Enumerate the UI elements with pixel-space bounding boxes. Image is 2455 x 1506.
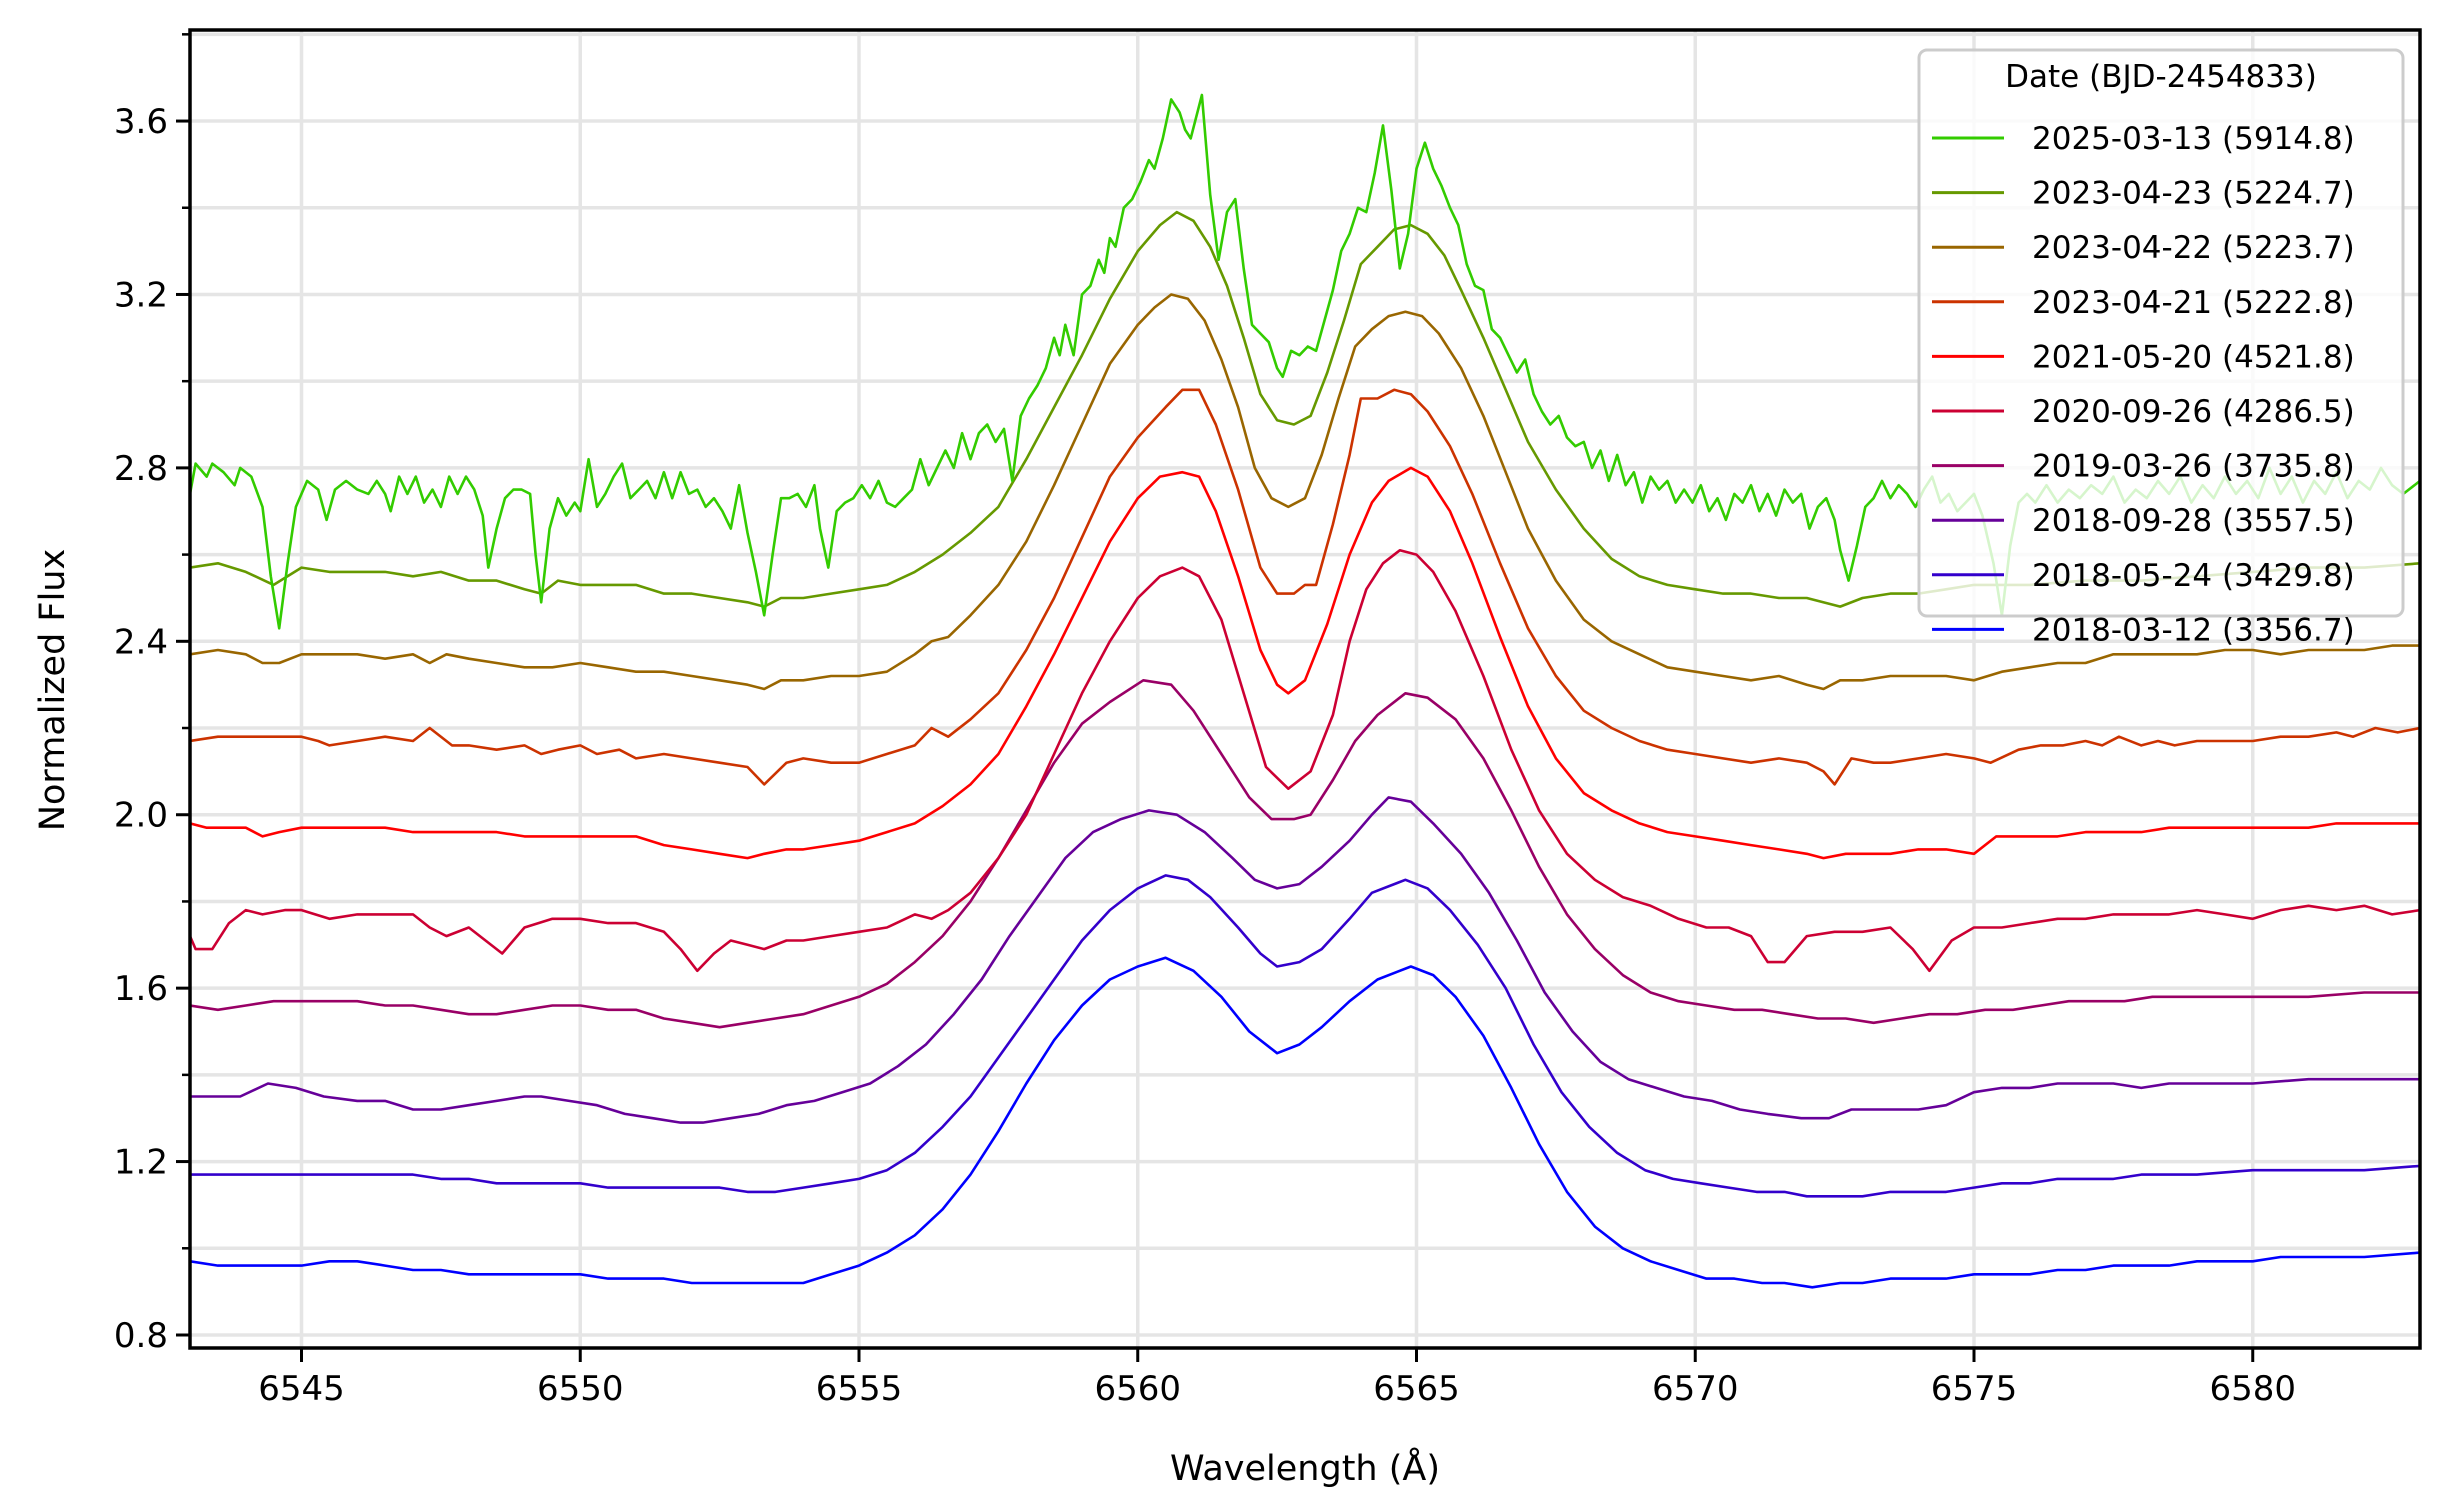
- legend-items: 2025-03-13 (5914.8) 2023-04-23 (5224.7) 20…: [1932, 121, 2355, 648]
- legend-label: 2021-05-20 (4521.8): [2032, 339, 2355, 375]
- y-tick-label: 3.2: [114, 275, 168, 315]
- series-lines: [190, 93, 2420, 1289]
- x-tick-label: 6570: [1652, 1369, 1739, 1409]
- legend-box: [1917, 48, 2405, 618]
- y-tick-label: 1.6: [114, 969, 168, 1009]
- y-axis-label: Normalized Flux: [33, 549, 73, 831]
- legend: Date (BJD-2454833) 2025-03-13 (5914.8)20…: [1917, 48, 2405, 648]
- x-axis-ticks: 6545 6550 6555 6560 6565 6570 6575 6580: [258, 1348, 2296, 1409]
- legend-label: 2019-03-26 (3735.8): [2032, 449, 2355, 485]
- legend-label: 2025-03-13 (5914.8): [2032, 121, 2355, 157]
- series-line: [190, 466, 2420, 860]
- y-tick-label: 2.4: [114, 622, 168, 662]
- x-tick-label: 6555: [816, 1369, 903, 1409]
- legend-label: 2023-04-21 (5222.8): [2032, 285, 2355, 321]
- series-line: [190, 956, 2420, 1289]
- legend-label: 2023-04-23 (5224.7): [2032, 176, 2355, 212]
- y-tick-label: 2.8: [114, 449, 168, 489]
- x-tick-label: 6560: [1094, 1369, 1181, 1409]
- series-line: [190, 679, 2420, 1029]
- legend-title: Date (BJD-2454833): [2005, 59, 2317, 95]
- axes-frame: [188, 28, 2422, 1350]
- legend-label: 2018-09-28 (3557.5): [2032, 503, 2355, 539]
- y-tick-label: 2.0: [114, 796, 168, 836]
- series-line: [190, 293, 2420, 691]
- x-tick-label: 6575: [1931, 1369, 2018, 1409]
- series-line: [190, 796, 2420, 1124]
- x-tick-label: 6545: [258, 1369, 345, 1409]
- x-tick-label: 6580: [2209, 1369, 2296, 1409]
- x-tick-label: 6550: [537, 1369, 624, 1409]
- legend-label: 2018-03-12 (3356.7): [2032, 612, 2355, 648]
- series-line: [190, 210, 2420, 608]
- y-tick-label: 3.6: [114, 102, 168, 142]
- x-axis-label: Wavelength (Å): [1170, 1446, 1440, 1489]
- grid-lines: [190, 30, 2420, 1348]
- series-line: [190, 549, 2420, 973]
- legend-label: 2023-04-22 (5223.7): [2032, 230, 2355, 266]
- legend-label: 2018-05-24 (3429.8): [2032, 558, 2355, 594]
- y-tick-label: 0.8: [114, 1316, 168, 1356]
- y-axis-ticks: 0.8 1.2 1.6 2.0 2.4 2.8 3.2 3.6: [114, 33, 190, 1356]
- x-tick-label: 6565: [1373, 1369, 1460, 1409]
- series-line: [190, 388, 2420, 786]
- legend-label: 2020-09-26 (4286.5): [2032, 394, 2355, 430]
- y-tick-label: 1.2: [114, 1143, 168, 1183]
- series-line: [190, 874, 2420, 1198]
